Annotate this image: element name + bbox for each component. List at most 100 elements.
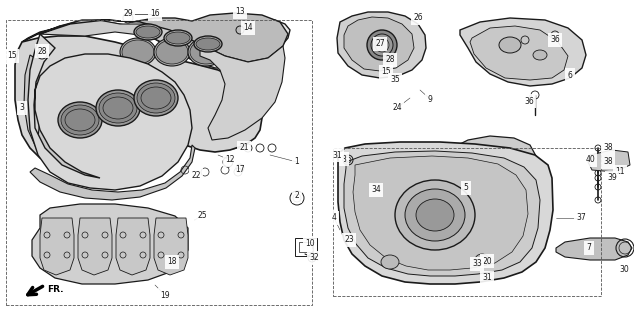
Ellipse shape <box>367 30 397 60</box>
Ellipse shape <box>120 38 156 66</box>
Polygon shape <box>40 218 74 275</box>
Ellipse shape <box>381 255 399 269</box>
Ellipse shape <box>196 38 220 50</box>
Text: 38: 38 <box>603 143 613 153</box>
Text: 13: 13 <box>235 7 245 17</box>
Ellipse shape <box>137 83 175 113</box>
Text: 15: 15 <box>381 68 391 76</box>
Ellipse shape <box>405 189 465 241</box>
Text: 19: 19 <box>160 291 170 300</box>
Text: 26: 26 <box>413 13 423 22</box>
Text: 17: 17 <box>235 165 245 174</box>
Text: 9: 9 <box>427 94 432 103</box>
Polygon shape <box>588 150 630 172</box>
Text: 31: 31 <box>482 274 492 283</box>
Ellipse shape <box>96 90 140 126</box>
Text: 21: 21 <box>239 143 249 153</box>
Polygon shape <box>15 36 262 172</box>
Text: 20: 20 <box>482 257 492 266</box>
Ellipse shape <box>61 105 99 135</box>
Text: 36: 36 <box>550 36 560 44</box>
Text: 16: 16 <box>150 10 160 19</box>
Text: 15: 15 <box>7 52 17 60</box>
Ellipse shape <box>475 254 489 266</box>
Text: 30: 30 <box>619 266 629 275</box>
Polygon shape <box>353 156 528 270</box>
Polygon shape <box>344 17 414 71</box>
Text: 12: 12 <box>225 156 235 164</box>
Text: 2: 2 <box>295 191 299 201</box>
Text: 3: 3 <box>20 103 25 113</box>
Text: 6: 6 <box>567 70 573 79</box>
Text: 24: 24 <box>392 103 402 113</box>
Polygon shape <box>24 55 177 182</box>
Polygon shape <box>460 18 586 86</box>
Ellipse shape <box>188 38 224 66</box>
Text: 18: 18 <box>167 258 177 267</box>
Polygon shape <box>40 13 288 62</box>
Ellipse shape <box>122 40 154 64</box>
Polygon shape <box>38 14 285 66</box>
Ellipse shape <box>99 93 137 123</box>
Text: 31: 31 <box>332 150 342 159</box>
Polygon shape <box>32 204 188 284</box>
Text: 27: 27 <box>375 39 385 49</box>
Text: 32: 32 <box>309 253 319 262</box>
Text: 29: 29 <box>123 10 133 19</box>
Ellipse shape <box>164 30 192 46</box>
Text: 28: 28 <box>37 46 47 55</box>
Text: 22: 22 <box>191 171 201 180</box>
Text: 38: 38 <box>603 157 613 166</box>
Text: 40: 40 <box>585 156 595 164</box>
Text: 7: 7 <box>586 244 592 252</box>
Bar <box>295 238 317 256</box>
Text: 34: 34 <box>371 186 381 195</box>
Polygon shape <box>450 136 536 180</box>
Ellipse shape <box>371 34 393 56</box>
Text: 23: 23 <box>344 236 354 244</box>
Ellipse shape <box>136 26 160 38</box>
Text: 10: 10 <box>305 239 315 249</box>
Text: 28: 28 <box>385 55 395 65</box>
Polygon shape <box>154 218 188 275</box>
Polygon shape <box>470 26 568 80</box>
Ellipse shape <box>416 199 454 231</box>
Bar <box>333 148 601 296</box>
Text: FR.: FR. <box>47 285 63 294</box>
Polygon shape <box>338 142 553 284</box>
Ellipse shape <box>533 50 547 60</box>
Polygon shape <box>337 12 426 78</box>
Text: 25: 25 <box>197 211 207 220</box>
Bar <box>299 242 313 252</box>
Polygon shape <box>200 44 285 140</box>
Polygon shape <box>344 151 540 276</box>
Ellipse shape <box>134 80 178 116</box>
Ellipse shape <box>156 40 188 64</box>
Text: 1: 1 <box>295 157 299 166</box>
Ellipse shape <box>134 24 162 40</box>
Ellipse shape <box>154 38 190 66</box>
Polygon shape <box>78 218 112 275</box>
Ellipse shape <box>166 32 190 44</box>
Polygon shape <box>116 218 150 275</box>
Text: 35: 35 <box>390 76 400 84</box>
Polygon shape <box>22 16 290 68</box>
Bar <box>6 20 312 305</box>
Ellipse shape <box>395 180 475 250</box>
Polygon shape <box>28 34 192 190</box>
Ellipse shape <box>194 36 222 52</box>
Text: 37: 37 <box>576 213 586 222</box>
Text: 39: 39 <box>607 173 617 182</box>
Polygon shape <box>30 145 195 200</box>
Text: 33: 33 <box>472 260 482 268</box>
Text: 14: 14 <box>243 23 253 33</box>
Ellipse shape <box>499 37 521 53</box>
Ellipse shape <box>190 40 222 64</box>
Text: 11: 11 <box>615 167 624 177</box>
Ellipse shape <box>58 102 102 138</box>
Text: 4: 4 <box>332 213 337 222</box>
Polygon shape <box>556 238 632 260</box>
Text: 8: 8 <box>342 155 346 164</box>
Text: 5: 5 <box>463 183 469 193</box>
Ellipse shape <box>375 38 389 52</box>
